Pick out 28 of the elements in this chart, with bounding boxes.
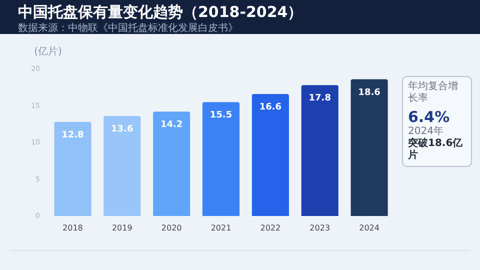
x-tick-label: 2023 (310, 224, 330, 232)
x-tick-label: 2018 (62, 224, 83, 232)
chart-title: 中国托盘保有量变化趋势（2018-2024） (18, 3, 303, 22)
data-label: 14.2 (160, 120, 183, 130)
bar (153, 112, 190, 216)
text: 2024年 (408, 126, 444, 138)
text: 突破18.6亿片 (408, 138, 464, 162)
x-tick-label: 2021 (210, 224, 232, 232)
bar (252, 94, 289, 216)
y-axis-title: (亿片) (34, 46, 62, 58)
x-tick-label: 2020 (161, 224, 182, 232)
data-label: 17.8 (308, 94, 331, 104)
text: 年均复合增长率 (408, 81, 459, 105)
x-tick-label: 2019 (112, 224, 132, 232)
chart-subtitle: 数据来源：中物联《中国托盘标准化发展白皮书》 (18, 22, 238, 35)
data-label: 12.8 (62, 130, 84, 140)
data-label: 16.6 (259, 102, 282, 112)
x-tick-label: 2024 (359, 224, 380, 232)
text: 6.4% (408, 108, 451, 126)
bar (202, 102, 240, 216)
data-label: 15.5 (210, 110, 232, 121)
x-tick-label: 2022 (260, 224, 281, 232)
data-label: 18.6 (358, 88, 380, 98)
bar (54, 122, 92, 216)
bar (350, 79, 388, 216)
bar (301, 85, 338, 216)
data-label: 13.6 (111, 124, 134, 135)
bar (104, 116, 141, 216)
